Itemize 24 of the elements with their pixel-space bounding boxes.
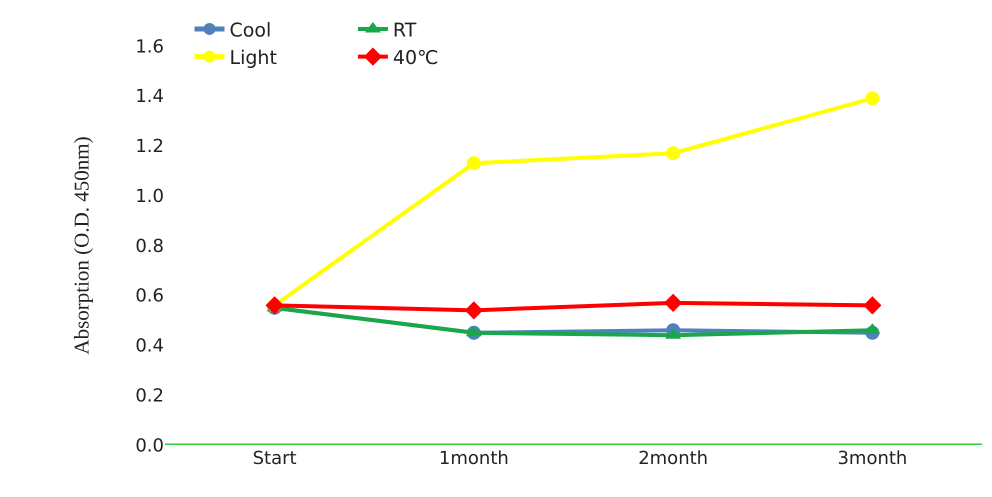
- y-tick-label: 1.0: [135, 186, 164, 207]
- point: [865, 91, 880, 106]
- y-tick-label: 0.6: [135, 286, 164, 307]
- legend-label: Cool: [230, 19, 272, 42]
- point: [464, 301, 483, 320]
- y-tick-label: 0.2: [135, 385, 164, 406]
- x-tick-label: 1month: [438, 448, 509, 469]
- point: [863, 296, 882, 314]
- legend-label: 40℃: [392, 47, 438, 70]
- x-tick-label: 3month: [837, 448, 908, 469]
- point: [664, 294, 682, 312]
- x-tick-label: 2month: [638, 448, 708, 469]
- y-tick-label: 1.4: [135, 86, 164, 108]
- point: [666, 146, 680, 160]
- y-tick-label: 0.4: [135, 336, 164, 357]
- legend-label: RT: [392, 19, 417, 42]
- y-tick-label: 1.6: [135, 36, 164, 58]
- y-tick-label: 0.0: [135, 435, 164, 456]
- y-axis-title: Absorption (O.D. 450nm): [70, 136, 94, 355]
- y-tick-label: 0.8: [135, 236, 164, 257]
- y-tick-label: 1.2: [135, 136, 164, 158]
- legend-label: Light: [230, 47, 277, 70]
- point: [466, 156, 481, 170]
- x-tick-label: Start: [252, 448, 297, 469]
